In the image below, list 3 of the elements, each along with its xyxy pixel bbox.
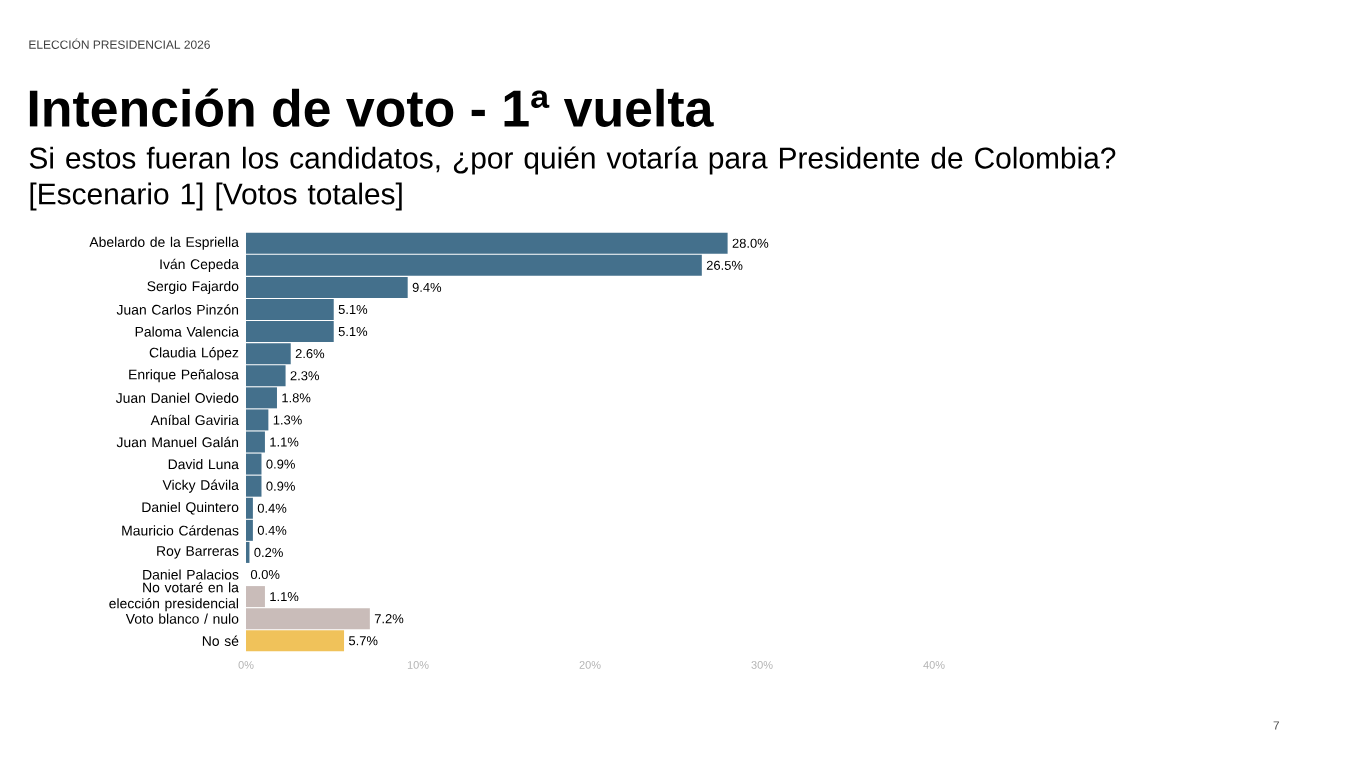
chart-subtitle: Si estos fueran los candidatos, ¿por quién votaría para Presidente de Colombia? [Escenario 1] [Votos totales] (29, 146, 1116, 211)
bar (246, 630, 345, 652)
chart-title: Intención de voto - 1ª vuelta (29, 88, 714, 127)
